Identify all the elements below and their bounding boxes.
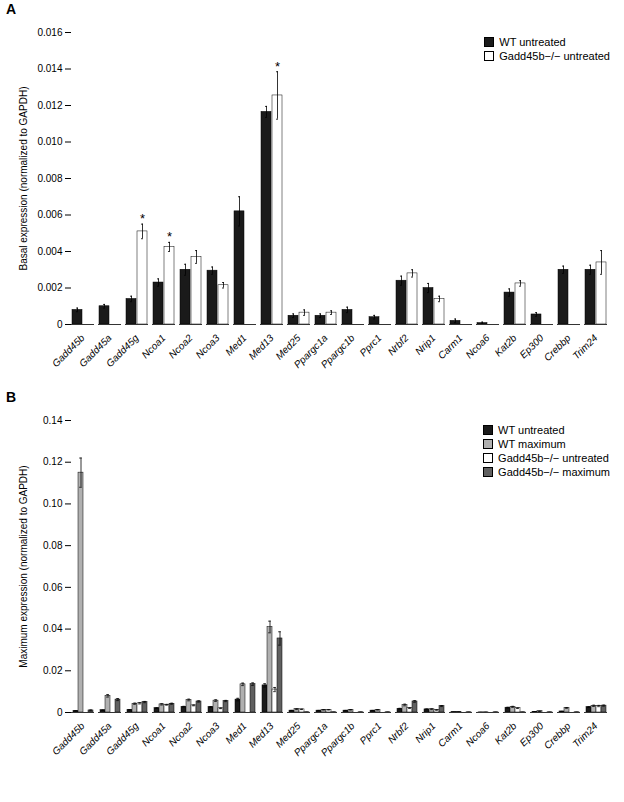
svg-text:Med1: Med1 xyxy=(223,332,248,357)
svg-text:Nrip1: Nrip1 xyxy=(413,720,438,745)
svg-text:Med1: Med1 xyxy=(223,720,248,745)
svg-text:0.010: 0.010 xyxy=(37,136,62,147)
svg-text:0.02: 0.02 xyxy=(43,665,63,676)
svg-text:0: 0 xyxy=(57,319,63,330)
svg-text:Gadd45a: Gadd45a xyxy=(76,720,114,758)
svg-text:Ppargc1b: Ppargc1b xyxy=(319,720,357,758)
svg-text:*: * xyxy=(140,211,145,226)
html-text:Gadd45b−/− untreated: Gadd45b−/− untreated xyxy=(498,452,609,464)
html-text:A: A xyxy=(6,1,17,17)
svg-text:0.012: 0.012 xyxy=(37,100,62,111)
svg-text:0.14: 0.14 xyxy=(43,415,63,426)
svg-text:Med25: Med25 xyxy=(273,332,303,362)
html-text:WT untreated: WT untreated xyxy=(498,424,565,436)
svg-text:0.12: 0.12 xyxy=(43,456,63,467)
svg-text:0.006: 0.006 xyxy=(37,209,62,220)
html-text:Gadd45b−/− untreated: Gadd45b−/− untreated xyxy=(499,50,610,62)
html-text:B: B xyxy=(6,389,17,405)
svg-text:0.04: 0.04 xyxy=(43,623,63,634)
svg-text:Ncoa3: Ncoa3 xyxy=(193,332,222,361)
svg-text:Gadd45a: Gadd45a xyxy=(76,332,114,370)
svg-text:*: * xyxy=(275,59,280,74)
svg-text:0.06: 0.06 xyxy=(43,582,63,593)
svg-text:Gadd45b: Gadd45b xyxy=(49,332,87,370)
svg-text:*: * xyxy=(167,229,172,244)
svg-text:Med13: Med13 xyxy=(246,720,276,750)
svg-text:Ncoa3: Ncoa3 xyxy=(193,720,222,749)
svg-text:Gadd45b: Gadd45b xyxy=(49,720,87,758)
svg-text:Ep300: Ep300 xyxy=(517,332,546,361)
svg-text:Gadd45g: Gadd45g xyxy=(104,332,141,369)
svg-text:0.08: 0.08 xyxy=(43,540,63,551)
svg-text:Ppargc1a: Ppargc1a xyxy=(291,720,330,759)
html-text:Gadd45b−/− maximum: Gadd45b−/− maximum xyxy=(498,466,610,478)
svg-text:0.004: 0.004 xyxy=(37,246,62,257)
svg-text:Pprc1: Pprc1 xyxy=(357,332,383,358)
svg-text:Carm1: Carm1 xyxy=(436,720,465,749)
svg-text:0.014: 0.014 xyxy=(37,63,62,74)
svg-text:Crebbp: Crebbp xyxy=(542,332,573,363)
svg-text:Gadd45g: Gadd45g xyxy=(104,720,141,757)
svg-text:Ep300: Ep300 xyxy=(517,720,546,749)
svg-text:Ncoa2: Ncoa2 xyxy=(166,332,195,361)
svg-text:Ncoa1: Ncoa1 xyxy=(139,720,167,748)
svg-text:Nrbf2: Nrbf2 xyxy=(386,332,411,357)
svg-text:0.008: 0.008 xyxy=(37,173,62,184)
svg-text:Ppargc1b: Ppargc1b xyxy=(319,332,357,370)
svg-text:Trim24: Trim24 xyxy=(570,720,600,750)
svg-text:Ncoa6: Ncoa6 xyxy=(463,332,492,361)
svg-text:Basal expression (normalized t: Basal expression (normalized to GAPDH) xyxy=(18,87,29,271)
svg-text:0.10: 0.10 xyxy=(43,498,63,509)
svg-text:0: 0 xyxy=(57,707,63,718)
svg-text:Maximum expression (normalized: Maximum expression (normalized to GAPDH) xyxy=(18,465,29,667)
svg-text:Carm1: Carm1 xyxy=(436,332,465,361)
svg-text:Trim24: Trim24 xyxy=(570,332,600,362)
svg-text:Ncoa2: Ncoa2 xyxy=(166,720,195,749)
svg-text:Crebbp: Crebbp xyxy=(542,720,573,751)
html-text:WT untreated: WT untreated xyxy=(499,36,566,48)
svg-text:Nrip1: Nrip1 xyxy=(413,332,438,357)
svg-text:Pprc1: Pprc1 xyxy=(357,720,383,746)
svg-text:Med25: Med25 xyxy=(273,720,303,750)
svg-text:Ncoa6: Ncoa6 xyxy=(463,720,492,749)
html-text:WT maximum: WT maximum xyxy=(498,438,566,450)
svg-text:Ncoa1: Ncoa1 xyxy=(139,332,167,360)
svg-text:Ppargc1a: Ppargc1a xyxy=(291,332,330,371)
svg-text:Kat2b: Kat2b xyxy=(492,720,519,747)
svg-text:0.016: 0.016 xyxy=(37,27,62,38)
svg-text:Kat2b: Kat2b xyxy=(492,332,519,359)
svg-text:Med13: Med13 xyxy=(246,332,276,362)
svg-text:0.002: 0.002 xyxy=(37,282,62,293)
svg-text:Nrbf2: Nrbf2 xyxy=(386,720,411,745)
